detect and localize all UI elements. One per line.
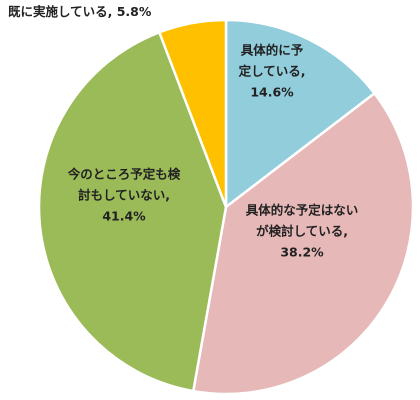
slice-label-0-line-1: 定している, [238,64,306,79]
pie-slice-3 [157,18,228,208]
pie-slice-0 [224,18,377,210]
slice-value-0: 14.6% [250,85,294,100]
pie-slice-1 [191,91,415,396]
slice-label-2-line-1: 討もしていない, [78,188,170,203]
slice-label-0-line-0: 具体的に予 [240,43,304,58]
slice-value-2: 41.4% [102,209,146,224]
slice-label-2-line-0: 今のところ予定も検 [67,167,181,182]
slice-label-1-line-1: が検討している, [256,224,348,239]
slice-value-1: 38.2% [280,245,324,260]
pie-slice-2 [37,30,228,393]
slice-label-3: 既に実施している, 5.8% [8,4,152,19]
slice-label-1-line-0: 具体的な予定はない [245,203,359,218]
